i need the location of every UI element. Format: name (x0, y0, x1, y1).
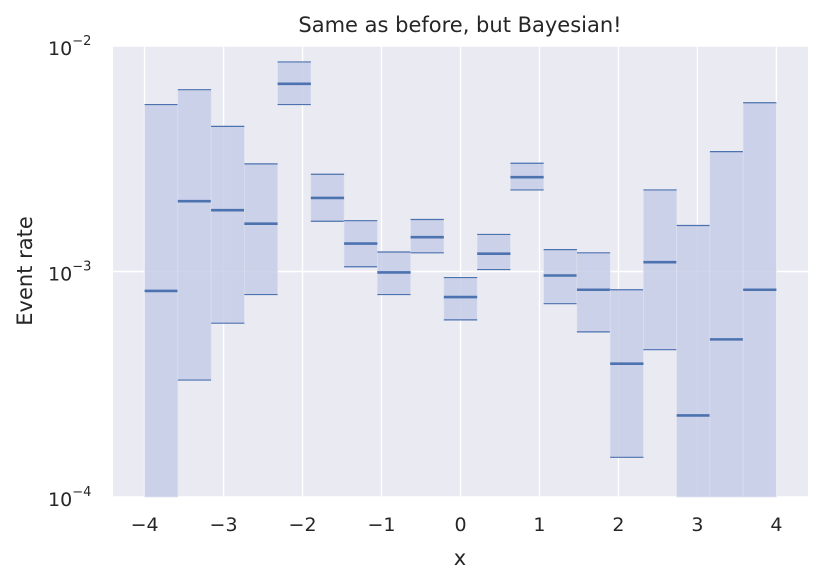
y-tick-label: 10−3 (48, 260, 91, 286)
y-axis-label: Event rate (13, 216, 37, 326)
credible-band (244, 163, 278, 295)
y-tick-labels: 10−4 10−3 10−2 (48, 34, 91, 511)
x-tick-label: 0 (454, 514, 466, 536)
x-tick-label: 4 (770, 514, 782, 536)
y-tick-label: 10−4 (48, 485, 91, 511)
x-tick-label: 2 (612, 514, 624, 536)
credible-band (210, 126, 245, 324)
credible-band (576, 252, 611, 333)
credible-band (609, 289, 644, 458)
chart-title: Same as before, but Bayesian! (298, 13, 621, 37)
x-axis-label: x (454, 546, 466, 570)
credible-band (643, 189, 677, 351)
credible-band (676, 225, 711, 498)
credible-band (476, 234, 511, 270)
credible-band (177, 89, 212, 381)
x-tick-label: −2 (289, 514, 317, 536)
bins (144, 61, 777, 498)
x-tick-label: 3 (691, 514, 703, 536)
x-tick-label: −3 (210, 514, 238, 536)
x-tick-labels: −4 −3 −2 −1 0 1 2 3 4 (131, 514, 783, 536)
x-tick-label: 1 (533, 514, 545, 536)
y-tick-label: 10−2 (48, 34, 91, 60)
credible-band (742, 102, 777, 498)
credible-band (443, 277, 478, 321)
x-tick-label: −4 (131, 514, 159, 536)
credible-band (144, 104, 179, 498)
x-tick-label: −1 (368, 514, 396, 536)
credible-band (709, 151, 744, 498)
